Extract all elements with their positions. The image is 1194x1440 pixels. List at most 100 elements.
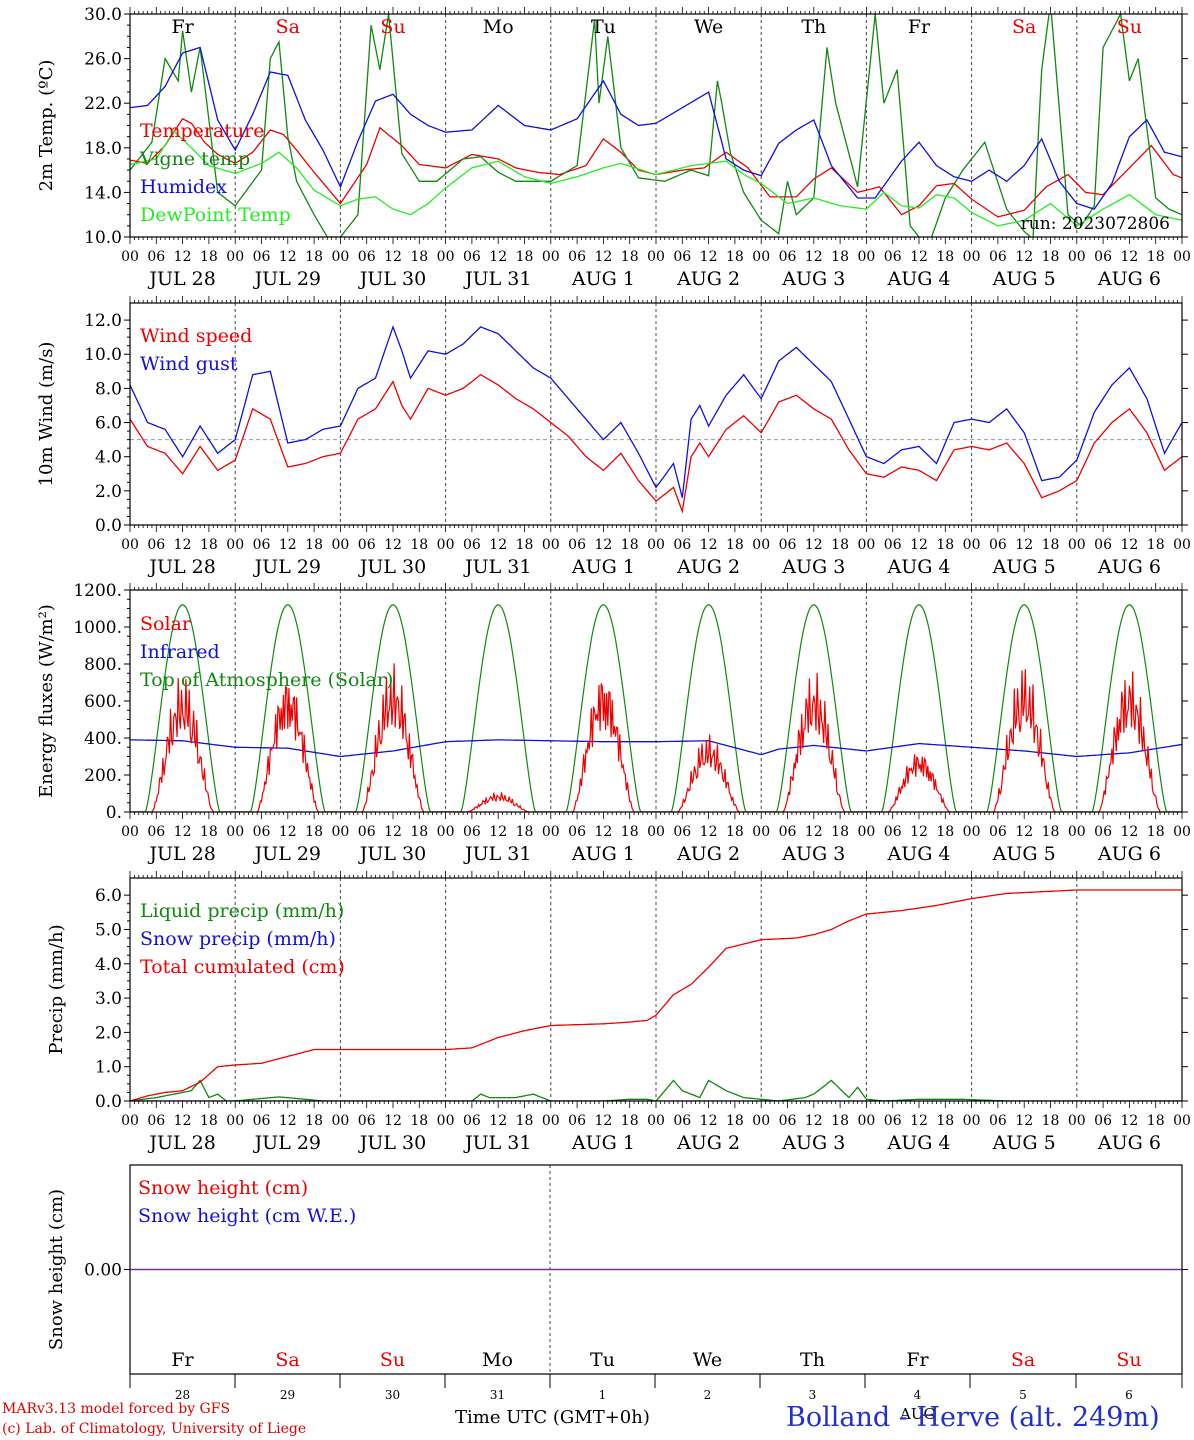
x-hour-label: 00 <box>542 824 560 840</box>
day-number-label: 4 <box>914 1388 922 1402</box>
day-number-label: 30 <box>385 1388 400 1402</box>
x-hour-label: 12 <box>384 824 402 840</box>
x-hour-label: 06 <box>147 1113 165 1129</box>
x-date-label: AUG 6 <box>1097 268 1161 290</box>
x-hour-label: 00 <box>226 1113 244 1129</box>
x-hour-label: 06 <box>463 249 481 265</box>
x-hour-label: 18 <box>726 1113 744 1129</box>
x-hour-label: 12 <box>1015 824 1033 840</box>
x-hour-label: 06 <box>673 537 691 553</box>
model-credit: MARv3.13 model forced by GFS <box>2 1401 231 1417</box>
x-hour-label: 00 <box>963 249 981 265</box>
x-date-label: JUL 28 <box>147 843 215 865</box>
y-axis-label: Snow height (cm) <box>46 1189 67 1350</box>
x-hour-label: 18 <box>831 1113 849 1129</box>
day-name-label: Fr <box>908 16 931 38</box>
series-group <box>130 889 1182 1101</box>
y-tick-label: 22.0 <box>84 94 122 114</box>
day-name-label: Su <box>1116 1349 1141 1371</box>
x-hour-label: 12 <box>700 824 718 840</box>
x-hour-label: 12 <box>910 249 928 265</box>
x-hour-label: 12 <box>805 824 823 840</box>
x-hour-label: 12 <box>384 1113 402 1129</box>
x-hour-label: 06 <box>779 1113 797 1129</box>
x-hour-label: 06 <box>779 537 797 553</box>
day-number-label: 28 <box>175 1388 190 1402</box>
x-hour-label: 18 <box>1042 249 1060 265</box>
y-tick-label: 1.0 <box>95 1058 122 1078</box>
x-date-label: JUL 28 <box>147 268 215 290</box>
x-date-label: JUL 28 <box>147 1132 215 1154</box>
station-label: Bolland - Herve (alt. 249m) <box>786 1402 1160 1433</box>
x-hour-label: 18 <box>305 824 323 840</box>
y-tick-label: 800. <box>84 655 122 675</box>
vigne-temp-line <box>130 14 1182 237</box>
x-hour-label: 06 <box>989 249 1007 265</box>
x-date-label: AUG 3 <box>781 1132 845 1154</box>
x-hour-label: 12 <box>805 249 823 265</box>
x-hour-label: 06 <box>779 824 797 840</box>
x-hour-label: 00 <box>542 537 560 553</box>
y-tick-label: 8.0 <box>95 379 122 399</box>
x-hour-label: 18 <box>621 1113 639 1129</box>
day-name-label: Sa <box>276 16 300 38</box>
x-date-label: JUL 31 <box>463 1132 531 1154</box>
series-group <box>130 14 1182 237</box>
day-name-label: Fr <box>171 16 194 38</box>
x-hour-label: 06 <box>884 824 902 840</box>
x-hour-label: 00 <box>331 824 349 840</box>
legend-entry: Wind speed <box>140 325 252 347</box>
x-date-label: AUG 5 <box>992 268 1056 290</box>
x-hour-label: 18 <box>516 249 534 265</box>
x-hour-label: 12 <box>1120 249 1138 265</box>
total-cumulated-line <box>130 889 1182 1101</box>
x-hour-label: 06 <box>147 537 165 553</box>
panel-wind: 0.0 2.0 4.0 6.0 8.0 10.0 12.0 10m Wind (m/s) 00 0… <box>36 296 1191 578</box>
x-date-label: JUL 28 <box>147 556 215 578</box>
x-hour-label: 06 <box>568 537 586 553</box>
x-hour-label: 00 <box>542 249 560 265</box>
x-hour-label: 00 <box>1173 824 1191 840</box>
x-hour-label: 00 <box>1068 1113 1086 1129</box>
x-hour-label: 12 <box>1015 1113 1033 1129</box>
x-date-label: JUL 31 <box>463 556 531 578</box>
x-hour-label: 06 <box>779 249 797 265</box>
x-hour-label: 06 <box>673 824 691 840</box>
panel-precip: 0.0 1.0 2.0 3.0 4.0 5.0 6.0 Precip (mm/h) 00 06 12… <box>46 871 1191 1154</box>
legend-entry: Solar <box>140 613 192 635</box>
x-hour-label: 12 <box>910 537 928 553</box>
y-axis-label: 2m Temp. (ºC) <box>36 60 57 192</box>
x-date-label: AUG 3 <box>781 268 845 290</box>
x-hour-label: 00 <box>647 1113 665 1129</box>
x-hour-label: 12 <box>594 1113 612 1129</box>
day-name-label: Tu <box>591 16 616 38</box>
series-group <box>130 324 1182 514</box>
run-annotation: run: 2023072806 <box>1021 214 1170 234</box>
x-hour-label: 06 <box>253 824 271 840</box>
day-name-label: Th <box>800 1349 825 1371</box>
x-hour-label: 06 <box>358 249 376 265</box>
x-hour-label: 00 <box>752 537 770 553</box>
day-name-label: Th <box>801 16 826 38</box>
x-hour-label: 06 <box>989 537 1007 553</box>
series-group <box>130 604 1182 812</box>
y-tick-label: 400. <box>84 729 122 749</box>
x-hour-label: 06 <box>989 824 1007 840</box>
legend-entry: Snow precip (mm/h) <box>140 928 336 950</box>
toa-solar-line <box>130 604 1182 812</box>
x-hour-label: 12 <box>174 1113 192 1129</box>
y-tick-label: 12.0 <box>84 311 122 331</box>
dewpoint-line <box>130 130 1182 227</box>
x-date-label: AUG 3 <box>781 556 845 578</box>
x-hour-label: 06 <box>1094 824 1112 840</box>
x-hour-label: 06 <box>1094 537 1112 553</box>
x-hour-label: 12 <box>910 824 928 840</box>
day-name-label: Mo <box>483 16 514 38</box>
x-hour-label: 00 <box>1173 249 1191 265</box>
x-date-label: JUL 29 <box>253 843 321 865</box>
x-hour-label: 06 <box>673 249 691 265</box>
y-tick-label: 200. <box>84 766 122 786</box>
x-hour-label: 00 <box>121 824 139 840</box>
x-hour-label: 00 <box>857 249 875 265</box>
